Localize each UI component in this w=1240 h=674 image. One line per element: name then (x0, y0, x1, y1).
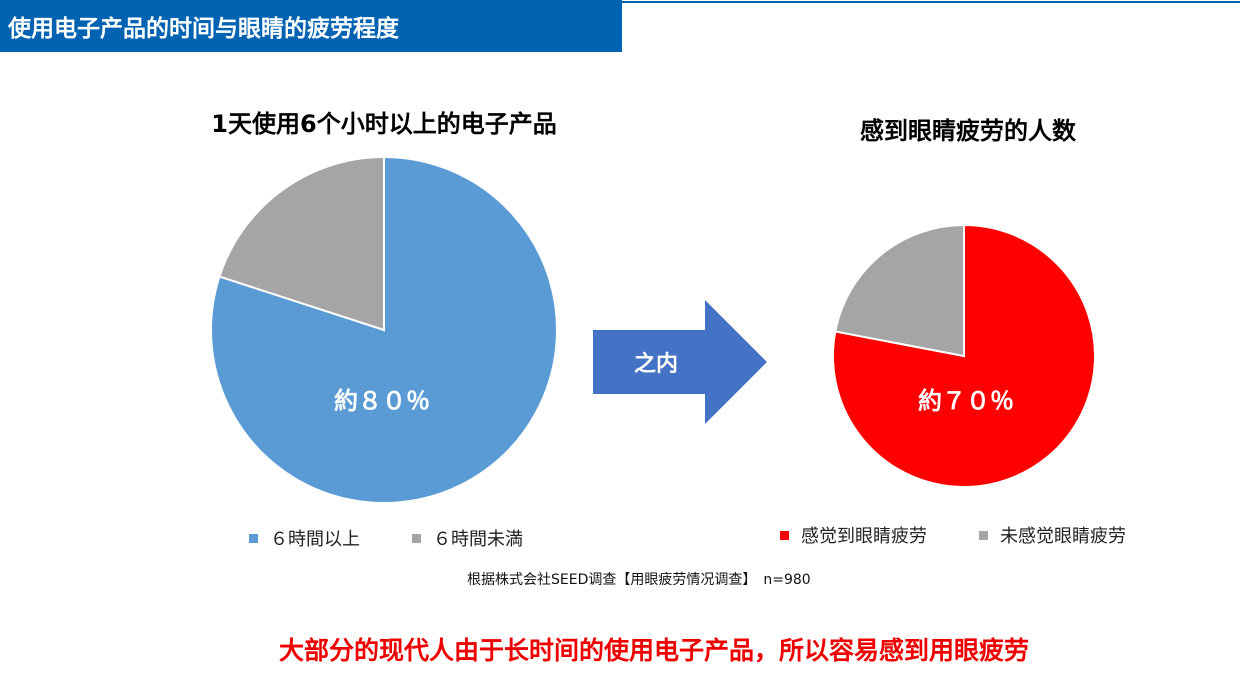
source-note: 根据株式会社SEED调查【用眼疲劳情况调查】 n=980 (467, 572, 811, 588)
legend-left: ６時間以上 ６時間未満 (249, 525, 575, 551)
pie-data-label-1: 約７０％ (918, 387, 1014, 415)
legend-item: 未感觉眼睛疲劳 (979, 522, 1126, 548)
arrow-label: 之内 (634, 352, 679, 377)
legend-label: 未感觉眼睛疲劳 (1000, 526, 1126, 547)
chart-title-right: 感到眼睛疲劳的人数 (860, 117, 1076, 145)
pie-slice-1-1 (834, 223, 965, 358)
legend-swatch-red (780, 530, 789, 540)
legend-swatch-gray (979, 530, 988, 540)
legend-item: ６時間未満 (412, 525, 523, 551)
pie-data-label-0: 約８０％ (334, 387, 430, 415)
title-bar: 使用电子产品的时间与眼睛的疲劳程度 (0, 0, 622, 52)
legend-item: ６時間以上 (249, 525, 360, 551)
legend-swatch-gray (412, 533, 421, 543)
pie-slice-0-1 (218, 155, 385, 332)
legend-item: 感觉到眼睛疲劳 (780, 522, 927, 548)
header-divider (622, 1, 1240, 3)
conclusion-text: 大部分的现代人由于长时间的使用电子产品，所以容易感到用眼疲劳 (278, 636, 1030, 665)
legend-label: ６時間以上 (270, 529, 360, 550)
legend-label: 感觉到眼睛疲劳 (801, 526, 927, 547)
page-title: 使用电子产品的时间与眼睛的疲劳程度 (8, 16, 399, 42)
legend-label: ６時間未満 (433, 529, 523, 550)
legend-swatch-blue (249, 533, 258, 543)
right-arrow-icon (593, 300, 767, 424)
chart-title-left: 1天使用6个小时以上的电子产品 (211, 110, 557, 138)
legend-right: 感觉到眼睛疲劳 未感觉眼睛疲劳 (780, 522, 1178, 548)
